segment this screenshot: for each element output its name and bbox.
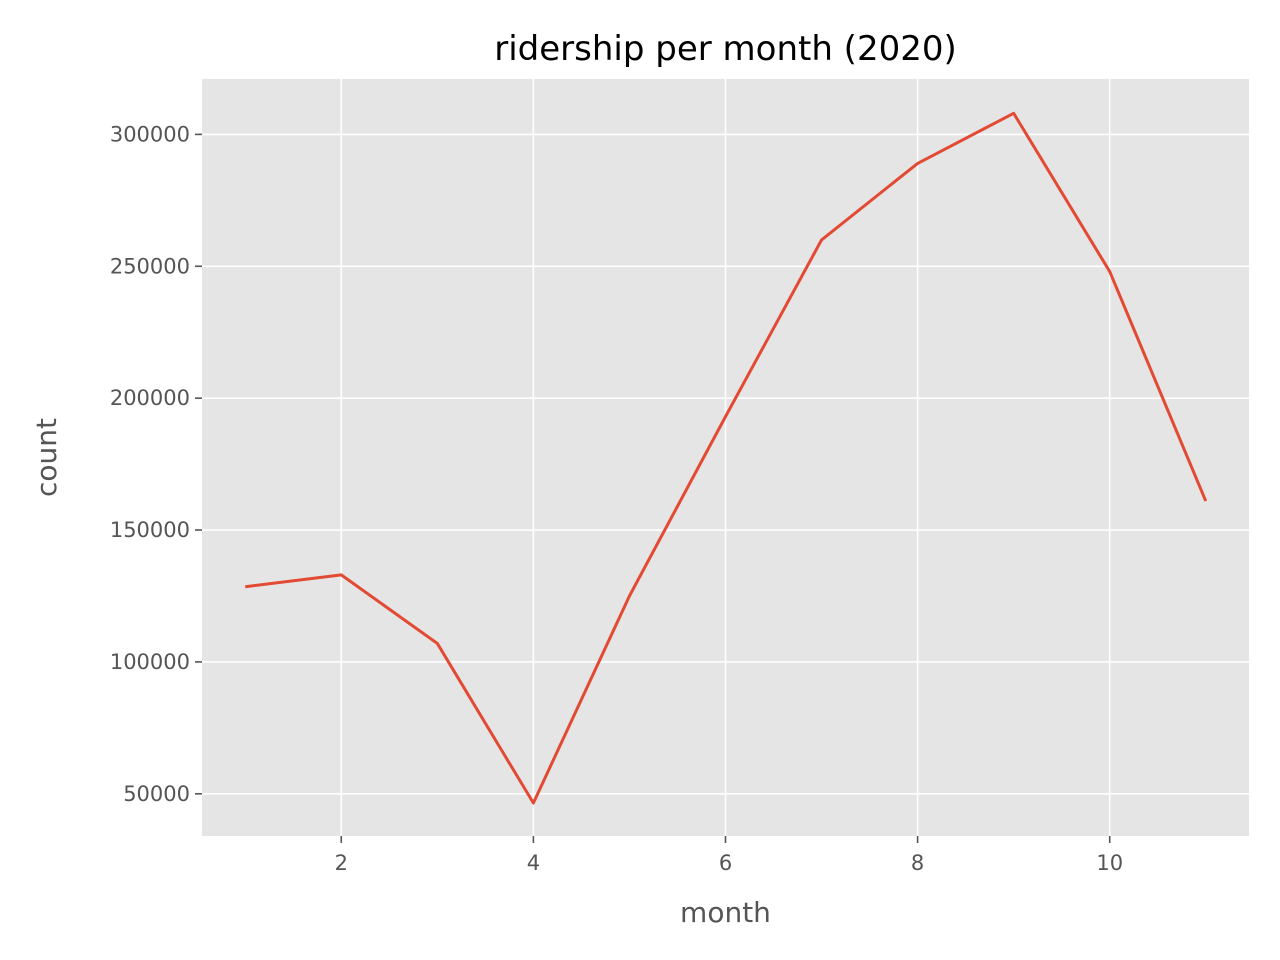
x-axis-label: month xyxy=(680,896,771,929)
x-tick-label: 2 xyxy=(335,851,348,875)
x-tick-label: 8 xyxy=(911,851,924,875)
x-tick-label: 4 xyxy=(527,851,540,875)
x-tick-label: 6 xyxy=(719,851,732,875)
y-tick-label: 200000 xyxy=(110,386,190,410)
y-tick-label: 50000 xyxy=(123,782,190,806)
gridlines xyxy=(202,79,1249,836)
y-axis-label: count xyxy=(30,418,63,497)
x-axis-ticks: 2 4 6 8 10 xyxy=(335,836,1123,875)
x-tick-label: 10 xyxy=(1096,851,1123,875)
series-layer xyxy=(245,111,1208,805)
chart-title: ridership per month (2020) xyxy=(494,29,957,69)
y-tick-label: 250000 xyxy=(110,254,190,278)
y-tick-label: 150000 xyxy=(110,518,190,542)
y-tick-label: 100000 xyxy=(110,650,190,674)
y-axis-ticks: 50000 100000 150000 200000 250000 300000 xyxy=(110,122,202,806)
series-line xyxy=(245,111,1208,805)
y-tick-label: 300000 xyxy=(110,122,190,146)
